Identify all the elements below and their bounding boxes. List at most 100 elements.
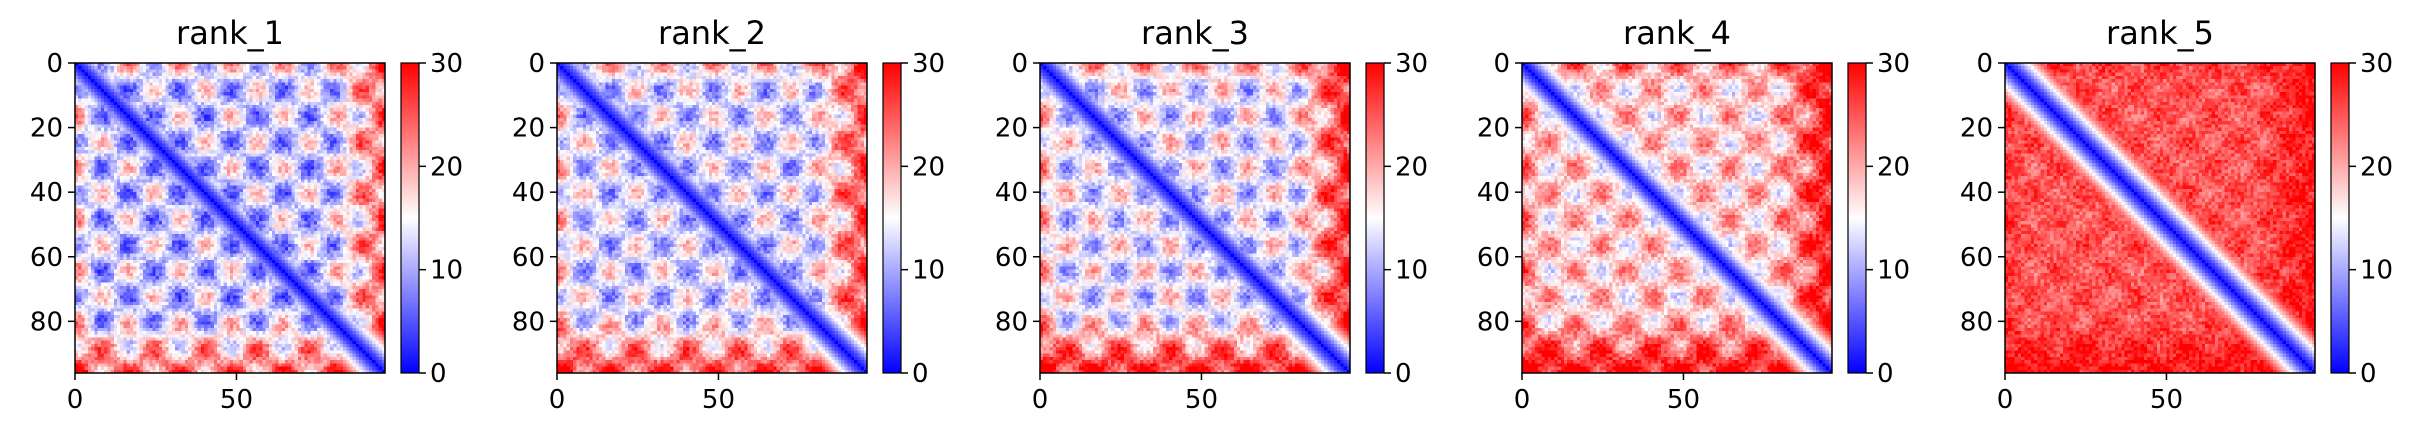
heatmap-cell [191,88,195,93]
heatmap-cell [301,137,305,141]
heatmap-cell [301,205,305,209]
heatmap-cell [330,124,334,128]
heatmap-cell [310,143,315,148]
heatmap-cell [249,195,254,200]
heatmap-cell [339,163,344,167]
heatmap-cell [233,101,237,106]
heatmap-cell [152,214,157,219]
heatmap-cell [255,150,260,154]
heatmap-cell [362,169,367,174]
heatmap-cell [91,143,95,148]
heatmap-cell [246,140,250,145]
heatmap-cell [297,69,302,74]
heatmap-cell [123,185,128,190]
heatmap-cell [242,224,247,229]
heatmap-cell [123,66,128,70]
heatmap-cell [336,198,341,203]
heatmap-cell [310,95,315,99]
heatmap-cell [294,124,299,128]
heatmap-cell [352,227,357,232]
heatmap-cell [301,88,305,93]
heatmap-cell [149,211,153,216]
heatmap-cell [133,169,137,174]
heatmap-cell [304,88,308,93]
heatmap-cell [175,214,179,219]
heatmap-cell [213,72,218,77]
heatmap-cell [294,163,299,167]
heatmap-cell [281,82,286,87]
heatmap-cell [346,159,350,164]
heatmap-cell [294,146,299,151]
heatmap-cell [181,176,186,180]
heatmap-cell [165,208,170,212]
heatmap-cell [129,85,134,90]
heatmap-cell [268,146,273,151]
heatmap-cell [259,66,263,70]
heatmap-cell [213,150,218,154]
heatmap-cell [349,224,354,229]
heatmap-cell [175,218,179,222]
heatmap-cell [84,75,89,80]
heatmap-cell [343,111,347,116]
heatmap-cell [91,205,95,209]
heatmap-cell [301,159,305,164]
heatmap-cell [297,98,302,103]
heatmap-cell [372,121,376,125]
heatmap-cell [323,159,328,164]
heatmap-cell [220,192,224,196]
heatmap-cell [255,201,260,206]
heatmap-cell [233,169,237,174]
heatmap-cell [259,166,263,170]
heatmap-cell [288,214,292,219]
heatmap-cell [220,176,224,180]
heatmap-cell [171,104,176,109]
heatmap-cell [352,75,357,80]
heatmap-cell [236,179,241,183]
heatmap-cell [365,85,370,90]
heatmap-cell [291,101,295,106]
heatmap-cell [378,179,383,183]
heatmap-cell [278,104,283,109]
heatmap-cell [304,195,308,200]
heatmap-cell [304,218,308,222]
heatmap-cell [375,179,379,183]
heatmap-cell [294,192,299,196]
heatmap-cell [139,140,144,145]
heatmap-cell [271,214,276,219]
heatmap-cell [252,198,257,203]
heatmap-cell [81,211,86,216]
heatmap-cell [171,88,176,93]
heatmap-cell [291,185,295,190]
heatmap-cell [94,159,99,164]
heatmap-cell [123,82,128,87]
heatmap-cell [255,195,260,200]
heatmap-cell [326,127,331,132]
heatmap-cell [297,143,302,148]
heatmap-cell [158,134,163,138]
heatmap-cell [365,214,370,219]
heatmap-cell [246,188,250,193]
heatmap-cell [210,72,215,77]
heatmap-cell [294,208,299,212]
heatmap-cell [310,192,315,196]
heatmap-cell [275,82,279,87]
heatmap-cell [317,143,321,148]
heatmap-cell [265,182,270,187]
heatmap-cell [152,82,157,87]
heatmap-cell [120,211,124,216]
heatmap-cell [75,201,79,206]
heatmap-cell [184,111,189,116]
heatmap-cell [252,79,257,83]
heatmap-cell [339,143,344,148]
heatmap-cell [81,163,86,167]
heatmap-cell [278,108,283,112]
heatmap-cell [246,88,250,93]
heatmap-cell [249,79,254,83]
heatmap-cell [217,198,221,203]
heatmap-cell [94,140,99,145]
heatmap-cell [100,227,105,232]
heatmap-cell [146,124,150,128]
heatmap-cell [252,166,257,170]
heatmap-cell [78,153,82,158]
heatmap-cell [126,124,131,128]
